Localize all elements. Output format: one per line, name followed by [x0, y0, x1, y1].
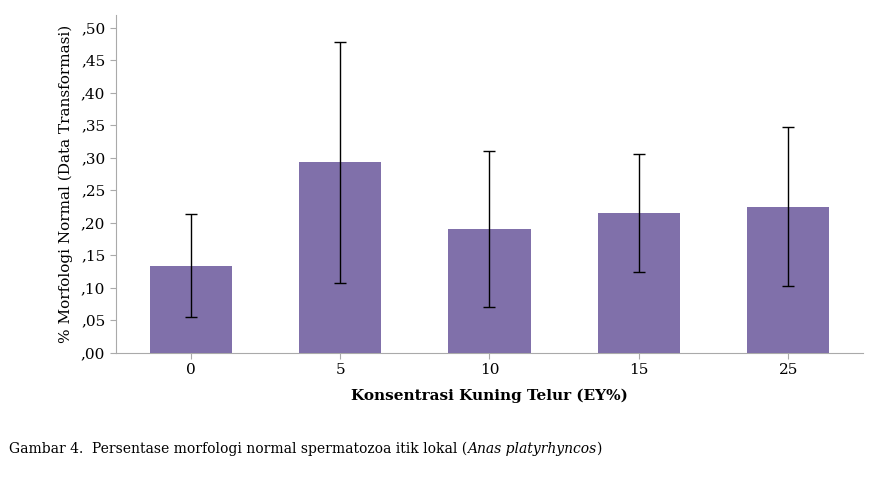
- Text: ): ): [596, 441, 602, 456]
- Bar: [150, 266, 231, 353]
- Text: Anas platyrhyncos: Anas platyrhyncos: [467, 441, 596, 456]
- Y-axis label: % Morfologi Normal (Data Transformasi): % Morfologi Normal (Data Transformasi): [58, 24, 73, 343]
- Bar: [598, 213, 680, 353]
- Bar: [299, 162, 381, 353]
- X-axis label: Konsentrasi Kuning Telur (EY%): Konsentrasi Kuning Telur (EY%): [351, 389, 628, 403]
- Bar: [449, 229, 530, 353]
- Text: Gambar 4.  Persentase morfologi normal spermatozoa itik lokal (: Gambar 4. Persentase morfologi normal sp…: [9, 441, 467, 456]
- Bar: [748, 206, 829, 353]
